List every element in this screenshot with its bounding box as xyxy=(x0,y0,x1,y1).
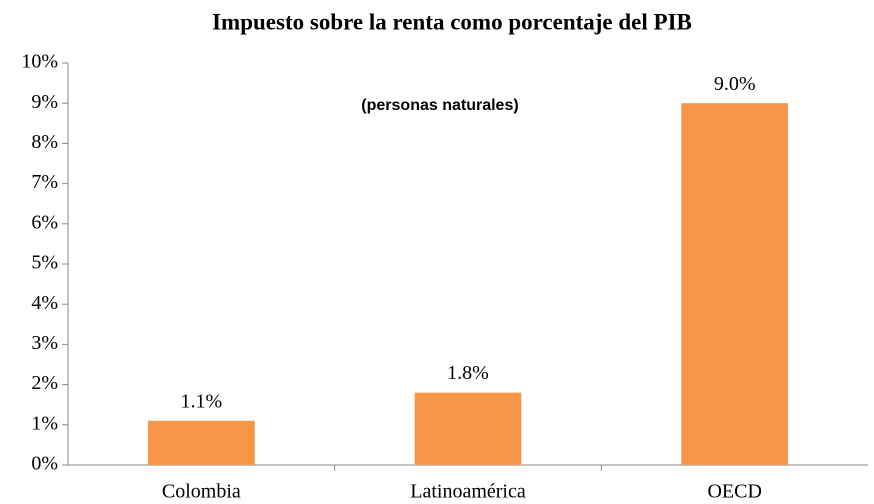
y-tick-label: 5% xyxy=(31,252,58,274)
y-tick-label: 3% xyxy=(31,332,58,354)
data-label: 9.0% xyxy=(714,73,756,95)
x-tick-label: Latinoamérica xyxy=(410,481,526,503)
x-tick-label: OECD xyxy=(707,481,761,503)
data-label: 1.8% xyxy=(447,362,489,384)
bar xyxy=(681,103,788,465)
chart-subtitle: (personas naturales) xyxy=(361,97,518,114)
y-tick-label: 0% xyxy=(31,453,58,475)
bar xyxy=(414,392,522,465)
y-tick-label: 2% xyxy=(31,372,58,394)
x-tick-label: Colombia xyxy=(162,481,241,503)
y-tick-label: 1% xyxy=(31,412,58,434)
y-tick-label: 8% xyxy=(31,131,58,153)
y-tick-label: 9% xyxy=(31,91,58,113)
y-tick-label: 10% xyxy=(21,51,58,73)
y-tick-label: 4% xyxy=(31,292,58,314)
bar xyxy=(148,420,255,465)
data-label: 1.1% xyxy=(180,390,222,412)
y-tick-label: 7% xyxy=(31,171,58,193)
chart-title: Impuesto sobre la renta como porcentaje … xyxy=(212,9,692,34)
y-tick-label: 6% xyxy=(31,211,58,233)
